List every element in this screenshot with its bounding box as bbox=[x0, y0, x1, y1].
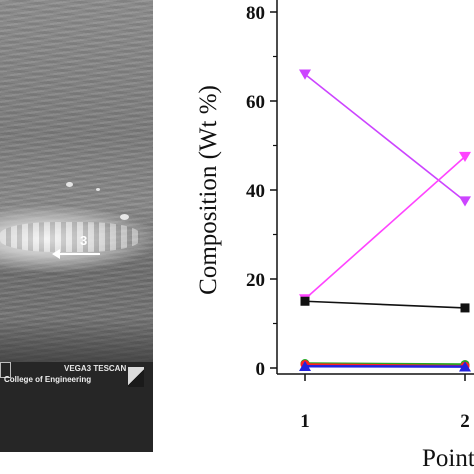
data-point bbox=[299, 69, 311, 80]
institution-label: College of Engineering bbox=[4, 375, 92, 384]
y-tick-label: 0 bbox=[256, 359, 266, 380]
data-point bbox=[299, 360, 311, 372]
sem-point-label: 3 bbox=[80, 233, 88, 248]
x-tick-label: 1 bbox=[300, 411, 310, 432]
series-line bbox=[304, 73, 466, 202]
sem-layer-detail bbox=[0, 222, 140, 252]
x-tick-label: 2 bbox=[460, 411, 470, 432]
data-point bbox=[459, 196, 471, 207]
instrument-label: VEGA3 TESCAN bbox=[64, 364, 127, 373]
sem-particle bbox=[96, 188, 100, 191]
sem-dark-band bbox=[0, 318, 153, 362]
sem-info-cell bbox=[0, 362, 11, 378]
y-tick-label: 40 bbox=[246, 181, 265, 202]
data-point bbox=[460, 303, 470, 313]
data-point bbox=[300, 296, 310, 306]
sem-micrograph: 3 VEGA3 TESCAN College of Engineering bbox=[0, 0, 153, 452]
y-tick-label: 60 bbox=[246, 92, 265, 113]
y-tick-label: 20 bbox=[246, 270, 265, 291]
sem-arrow bbox=[58, 253, 100, 255]
data-point bbox=[459, 361, 471, 372]
x-axis-label: Point bbox=[422, 445, 474, 472]
institution-logo bbox=[128, 367, 144, 387]
sem-particle bbox=[120, 214, 129, 220]
series-line bbox=[304, 300, 466, 309]
sem-particle bbox=[66, 182, 73, 187]
y-axis-label: Composition (Wt %) bbox=[195, 85, 222, 295]
sem-arrow-head bbox=[52, 249, 60, 259]
data-point bbox=[459, 151, 471, 163]
sem-info-bar: VEGA3 TESCAN College of Engineering bbox=[0, 362, 153, 452]
series-line bbox=[304, 156, 466, 300]
y-tick-label: 80 bbox=[246, 3, 265, 24]
